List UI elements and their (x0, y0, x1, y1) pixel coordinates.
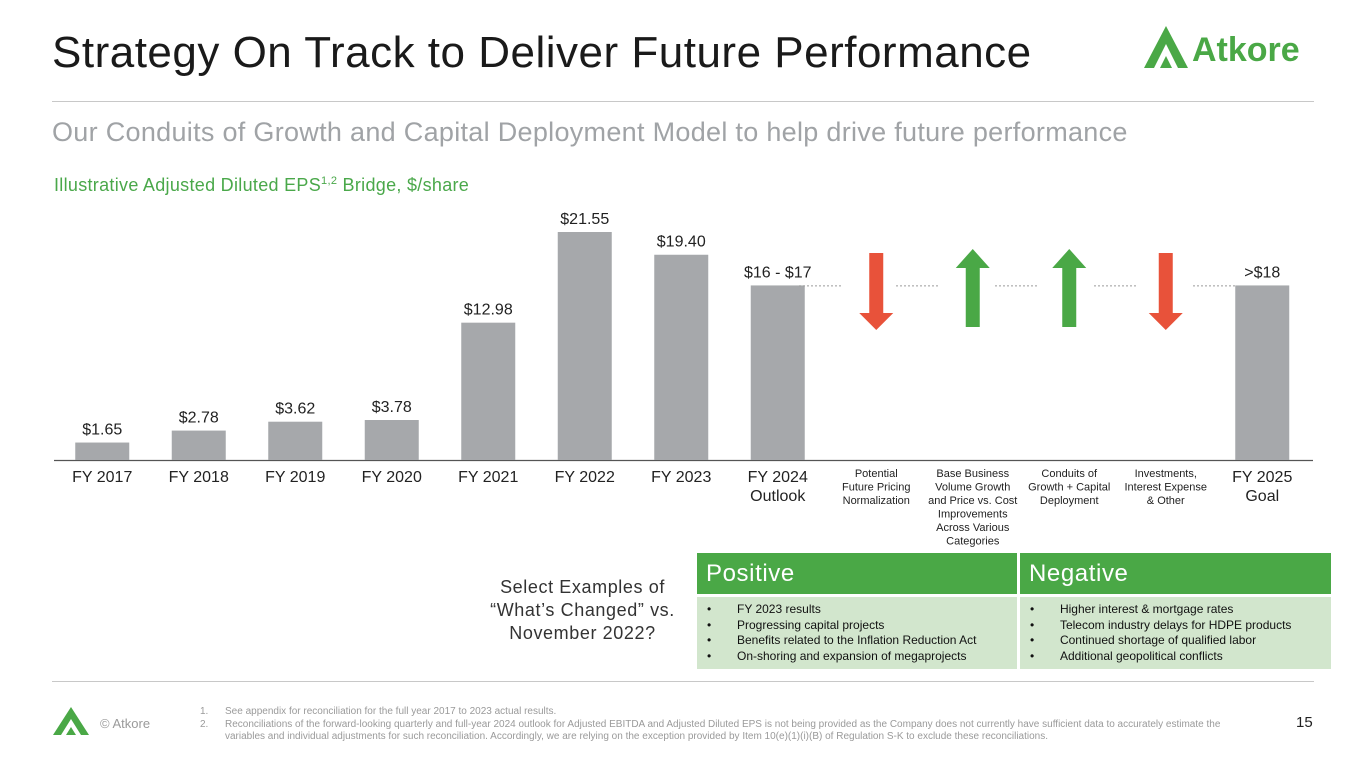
footnote: 2. Reconciliations of the forward-lookin… (200, 719, 1260, 744)
negative-item: Higher interest & mortgage rates (1028, 602, 1323, 618)
x-tick-label: Outlook (750, 488, 806, 505)
x-tick-label: FY 2025 (1232, 469, 1292, 486)
bridge-step-label: Normalization (843, 495, 910, 507)
page-number: 15 (1296, 714, 1313, 731)
bridge-step-label: Investments, (1135, 468, 1197, 480)
positive-item: Progressing capital projects (705, 618, 1009, 634)
positive-item: Benefits related to the Inflation Reduct… (705, 633, 1009, 649)
arrow-down-icon (859, 253, 894, 330)
bar-fy-2021 (461, 322, 516, 460)
whats-changed-table: Positive Negative FY 2023 results Progre… (697, 553, 1331, 669)
footnote-number: 1. (200, 706, 209, 717)
bar-fy-2018 (171, 430, 226, 460)
page-subtitle: Our Conduits of Growth and Capital Deplo… (52, 117, 1128, 147)
arrow-down-icon (1148, 253, 1183, 330)
x-tick-label: Goal (1245, 488, 1279, 505)
chart-title-superscript: 1,2 (321, 175, 338, 187)
bridge-step-label: & Other (1147, 495, 1185, 507)
negative-list: Higher interest & mortgage rates Telecom… (1028, 602, 1323, 664)
bridge-step-label: Conduits of (1041, 468, 1098, 480)
bridge-step-label: Future Pricing (842, 482, 910, 494)
bar-data-label: $19.40 (657, 234, 706, 251)
x-tick-label: FY 2019 (265, 469, 325, 486)
positive-item: FY 2023 results (705, 602, 1009, 618)
bar-fy-2022 (557, 232, 612, 460)
bridge-step-label: Volume Growth (935, 482, 1010, 494)
bar-data-label: >$18 (1244, 264, 1280, 281)
arrow-up-icon (1052, 249, 1087, 327)
footnote: 1. See appendix for reconciliation for t… (200, 706, 1260, 719)
header-divider (52, 101, 1314, 102)
bridge-step-label: and Price vs. Cost (928, 495, 1017, 507)
x-tick-label: FY 2018 (169, 469, 229, 486)
x-tick-label: FY 2022 (555, 469, 615, 486)
bar-fy-2023 (654, 254, 709, 460)
page-title: Strategy On Track to Deliver Future Perf… (52, 28, 1032, 77)
select-examples-label: Select Examples of “What’s Changed” vs. … (490, 577, 675, 643)
bridge-step-label: Deployment (1040, 495, 1099, 507)
chart-title-suffix: Bridge, $/share (337, 175, 470, 195)
bar-data-label: $16 - $17 (744, 264, 812, 281)
bar-data-label: $3.78 (372, 399, 412, 416)
bridge-step-label: Improvements (938, 509, 1008, 521)
negative-cell: Higher interest & mortgage rates Telecom… (1016, 594, 1331, 669)
footnote-text: See appendix for reconciliation for the … (225, 706, 557, 717)
positive-cell: FY 2023 results Progressing capital proj… (697, 594, 1019, 669)
atkore-logo-wordmark: Atkore (1192, 31, 1300, 69)
chart-title-text: Illustrative Adjusted Diluted EPS (54, 175, 322, 195)
bar-fy-2019 (268, 421, 323, 460)
bar-fy-2017 (75, 442, 130, 460)
bridge-step-label: Categories (946, 536, 1000, 548)
arrow-up-icon (955, 249, 990, 327)
negative-header: Negative (1016, 553, 1331, 596)
bridge-step-label: Interest Expense (1124, 482, 1207, 494)
bridge-step-label: Growth + Capital (1028, 482, 1110, 494)
footnote-text: Reconciliations of the forward-looking q… (225, 718, 1221, 743)
bar-data-label: $2.78 (179, 410, 219, 427)
positive-list: FY 2023 results Progressing capital proj… (705, 602, 1009, 664)
chart-title: Illustrative Adjusted Diluted EPS1,2 Bri… (54, 175, 469, 196)
x-tick-label: FY 2024 (748, 469, 808, 486)
bar-fy-2025-goal (1235, 285, 1290, 460)
bridge-step-label: Across Various (936, 522, 1010, 534)
bridge-step-label: Potential (855, 468, 898, 480)
atkore-logo: Atkore (1144, 26, 1300, 69)
copyright: © Atkore (100, 716, 151, 731)
footer-logo-icon (53, 707, 89, 735)
footnote-number: 2. (200, 718, 209, 730)
atkore-logo-mark (1144, 26, 1188, 68)
x-tick-label: FY 2020 (362, 469, 422, 486)
positive-header: Positive (697, 553, 1019, 596)
positive-item: On-shoring and expansion of megaprojects (705, 649, 1009, 665)
bar-data-label: $21.55 (560, 211, 609, 228)
negative-item: Continued shortage of qualified labor (1028, 633, 1323, 649)
x-tick-label: FY 2021 (458, 469, 518, 486)
bar-data-label: $12.98 (464, 302, 513, 319)
x-tick-label: FY 2017 (72, 469, 132, 486)
bar-data-label: $3.62 (275, 401, 315, 418)
bar-fy-2020 (364, 420, 419, 460)
bridge-step-label: Base Business (936, 468, 1009, 480)
bar-data-label: $1.65 (82, 422, 122, 439)
negative-item: Telecom industry delays for HDPE product… (1028, 618, 1323, 634)
x-tick-label: FY 2023 (651, 469, 711, 486)
footnotes: 1. See appendix for reconciliation for t… (200, 706, 1260, 744)
bar-fy-2024-outlook (750, 285, 805, 460)
footer-divider (52, 681, 1314, 682)
negative-item: Additional geopolitical conflicts (1028, 649, 1323, 665)
